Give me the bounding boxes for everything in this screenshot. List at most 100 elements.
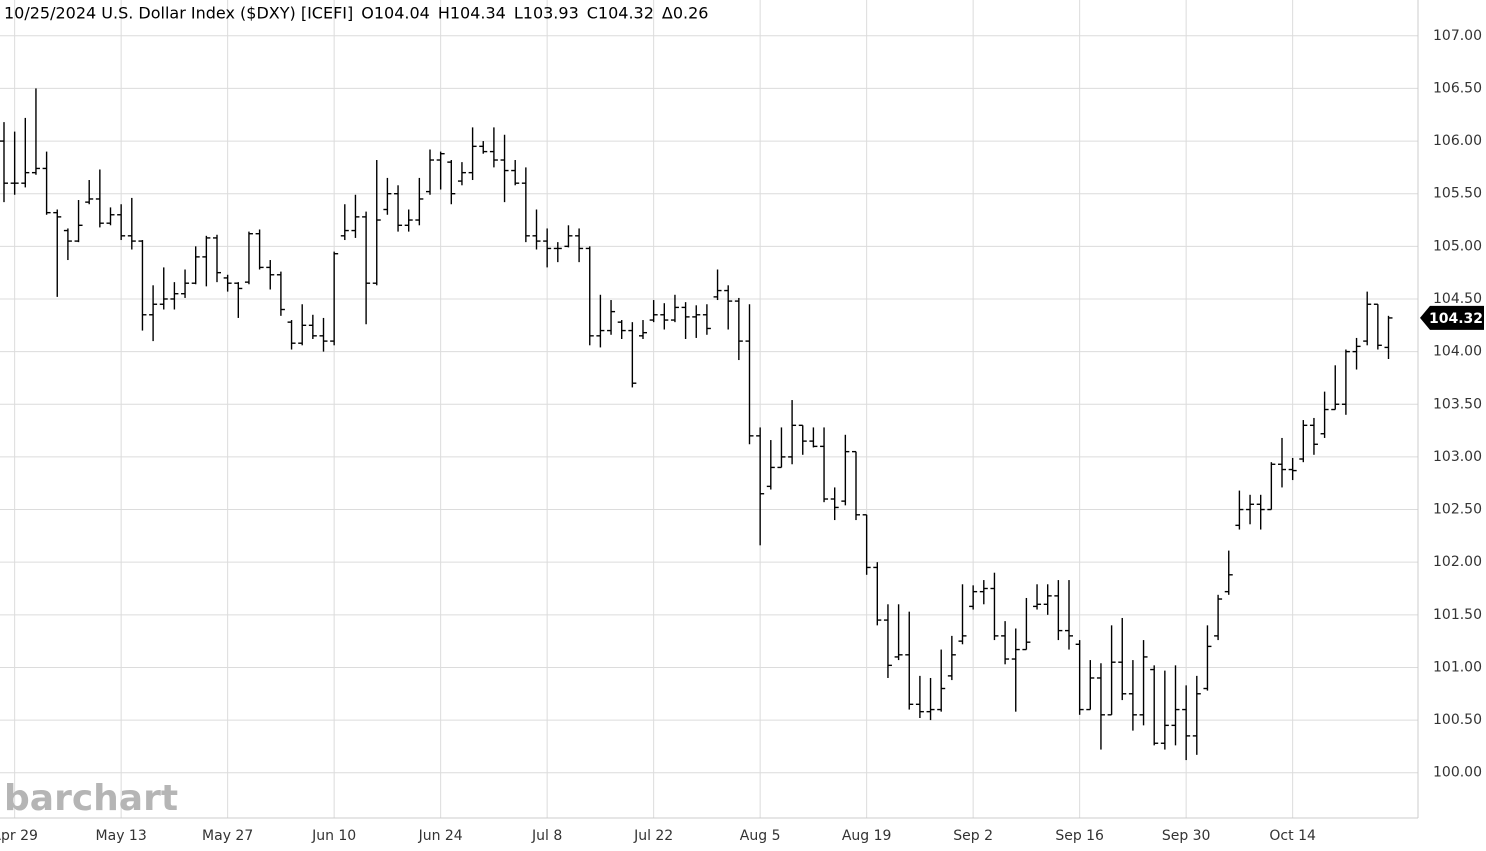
y-tick-label: 105.00 — [1433, 238, 1482, 254]
ohlc-bar — [1288, 457, 1297, 481]
ohlc-bar — [468, 127, 477, 181]
y-tick-label: 101.50 — [1433, 607, 1482, 623]
ohlc-bar — [1235, 490, 1244, 530]
ohlc-bar — [1384, 315, 1393, 359]
x-tick-label: May 27 — [202, 828, 253, 844]
ohlc-bar — [894, 604, 903, 661]
ohlc-bar — [42, 151, 51, 215]
ohlc-bar — [1214, 594, 1223, 641]
ohlc-bar — [1011, 628, 1020, 712]
ohlc-bar — [1107, 625, 1116, 716]
ohlc-bar — [1043, 584, 1052, 615]
ohlc-bar — [713, 269, 722, 301]
x-tick-label: Aug 5 — [740, 828, 781, 844]
ohlc-bar — [287, 320, 296, 350]
ohlc-bar — [1086, 660, 1095, 711]
ohlc-bar — [532, 209, 541, 250]
ohlc-label: O104.04 — [361, 4, 430, 23]
ohlc-bar — [0, 122, 8, 203]
ohlc-bar — [1331, 365, 1340, 411]
ohlc-bar — [756, 427, 765, 546]
ohlc-bar — [159, 267, 168, 310]
ohlc-bar — [1203, 625, 1212, 691]
ohlc-bar — [138, 240, 147, 331]
y-tick-label: 107.00 — [1433, 28, 1482, 44]
ohlc-bar — [21, 117, 30, 188]
ohlc-bar — [394, 185, 403, 232]
ohlc-bar — [457, 162, 466, 186]
ohlc-bar — [852, 450, 860, 521]
y-tick-label: 103.50 — [1433, 396, 1482, 412]
ohlc-bar — [788, 400, 797, 465]
ohlc-bar — [521, 167, 530, 243]
x-tick-label: Jul 22 — [633, 828, 673, 844]
ohlc-bar — [85, 180, 94, 205]
ohlc-bar — [106, 207, 115, 226]
ohlc-bar — [862, 514, 871, 575]
y-tick-label: 101.00 — [1433, 659, 1482, 675]
ohlc-bar — [1256, 494, 1265, 530]
ohlc-bar — [915, 675, 924, 718]
y-tick-label: 102.00 — [1433, 554, 1482, 570]
ohlc-bar — [1022, 597, 1031, 651]
ohlc-bar — [1267, 462, 1276, 511]
header: 10/25/2024 U.S. Dollar Index ($DXY) [ICE… — [4, 4, 708, 23]
x-tick-label: Sep 2 — [953, 828, 993, 844]
x-tick-label: Jun 10 — [311, 828, 356, 844]
ohlc-bar — [798, 424, 807, 455]
ohlc-bar — [298, 304, 307, 346]
x-tick-label: Sep 16 — [1055, 828, 1104, 844]
y-tick-label: 100.50 — [1433, 712, 1482, 728]
ohlc-bar — [202, 235, 211, 287]
ohlc-bar — [340, 204, 349, 241]
y-tick-label: 106.00 — [1433, 133, 1482, 149]
ohlc-bar — [883, 604, 892, 678]
ohlc-bar — [74, 200, 83, 243]
ohlc-label: H104.34 — [438, 4, 506, 23]
ohlc-bar — [1246, 494, 1255, 525]
ohlc-bar — [149, 285, 158, 342]
ohlc-bar — [362, 211, 371, 325]
ohlc-bar — [223, 274, 232, 292]
y-tick-label: 102.50 — [1433, 502, 1482, 518]
ohlc-bar — [660, 303, 669, 330]
ohlc-bar — [958, 584, 967, 645]
ohlc-bar — [841, 434, 850, 506]
ohlc-bar — [511, 160, 520, 186]
ohlc-bar — [947, 635, 956, 681]
ohlc-bar — [10, 131, 19, 195]
ohlc-bar — [234, 282, 243, 318]
ohlc-bar — [1001, 621, 1010, 665]
ohlc-bar — [969, 585, 978, 610]
ohlc-bar — [95, 169, 104, 228]
ohlc-bar — [649, 300, 658, 323]
ohlc-bar — [191, 246, 200, 285]
ohlc-bar — [1352, 337, 1361, 370]
ohlc-bar — [127, 197, 136, 250]
ohlc-bar — [639, 320, 647, 339]
x-tick-label: Oct 14 — [1269, 828, 1316, 844]
ohlc-bar — [1363, 291, 1372, 346]
ohlc-bar — [1139, 640, 1148, 726]
ohlc-bar — [1096, 663, 1105, 750]
ohlc-bar — [351, 194, 360, 238]
ohlc-bar — [1075, 640, 1084, 715]
ohlc-bar — [777, 427, 786, 469]
ohlc-bar — [1182, 685, 1191, 761]
ohlc-bar — [873, 562, 882, 626]
ohlc-bar — [1320, 391, 1329, 438]
ohlc-bar — [63, 228, 72, 261]
x-tick-label: Sep 30 — [1162, 828, 1211, 844]
ohlc-bar — [979, 580, 988, 605]
ohlc-bar — [383, 177, 392, 215]
ohlc-bar — [1341, 349, 1350, 415]
ohlc-bar — [266, 260, 275, 290]
grid — [0, 0, 1418, 818]
ohlc-bar — [734, 297, 743, 361]
ohlc-bar — [990, 572, 999, 641]
ohlc-bar — [926, 677, 935, 721]
ohlc-bar — [447, 160, 456, 205]
ohlc-bar — [1171, 665, 1180, 746]
